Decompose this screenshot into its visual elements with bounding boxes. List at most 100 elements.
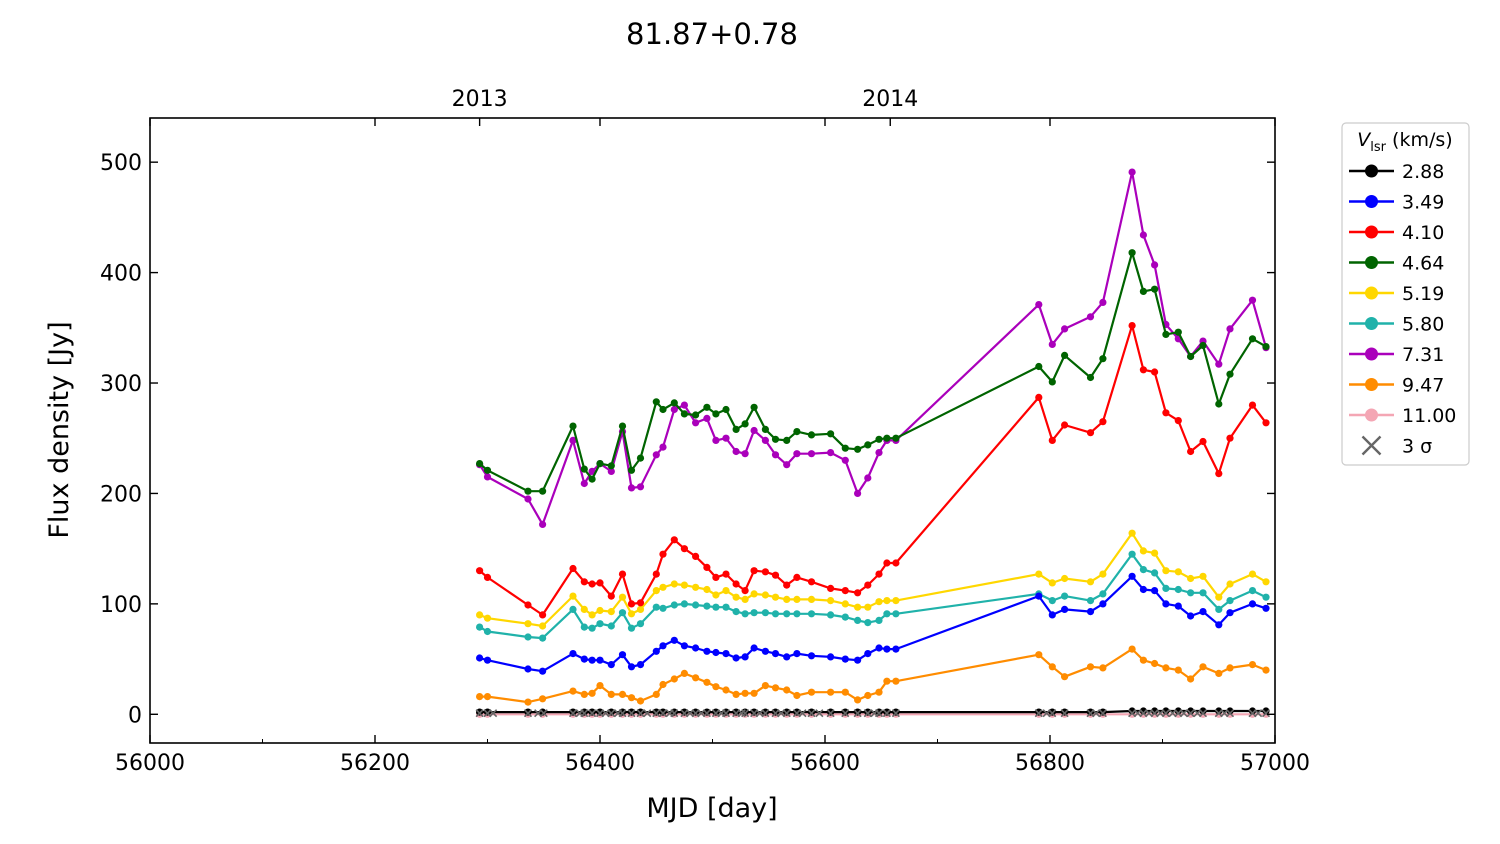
y-tick-label: 0 bbox=[128, 703, 142, 728]
legend-marker bbox=[1365, 286, 1378, 300]
series-5.19 bbox=[476, 529, 1270, 630]
legend-label: 11.00 bbox=[1402, 405, 1456, 427]
data-point bbox=[539, 487, 547, 495]
sigma-marker bbox=[588, 709, 597, 718]
data-point bbox=[652, 603, 660, 611]
data-point bbox=[539, 611, 547, 619]
data-point bbox=[1099, 418, 1107, 426]
data-point bbox=[1048, 611, 1056, 619]
data-point bbox=[607, 690, 615, 699]
data-point bbox=[883, 610, 891, 618]
data-point bbox=[771, 684, 780, 692]
data-point bbox=[627, 663, 636, 671]
data-point bbox=[864, 650, 872, 658]
data-point bbox=[1248, 570, 1257, 578]
series-7.31 bbox=[476, 168, 1270, 529]
data-point bbox=[741, 595, 749, 604]
sigma-marker bbox=[652, 709, 661, 718]
data-point bbox=[854, 656, 862, 664]
data-point bbox=[1128, 529, 1136, 537]
data-point bbox=[771, 650, 780, 658]
data-point bbox=[761, 591, 770, 599]
data-point bbox=[1174, 666, 1182, 674]
sigma-marker bbox=[618, 709, 627, 718]
legend-title: Vlsr (km/s) bbox=[1357, 129, 1452, 155]
data-point bbox=[618, 609, 627, 617]
data-point bbox=[892, 610, 900, 618]
data-point bbox=[1099, 298, 1107, 306]
data-point bbox=[618, 651, 627, 659]
data-point bbox=[807, 578, 816, 586]
sigma-marker bbox=[741, 709, 750, 718]
data-point bbox=[783, 436, 791, 444]
data-point bbox=[1061, 351, 1069, 359]
data-point bbox=[807, 688, 816, 696]
data-point bbox=[670, 405, 678, 414]
data-point bbox=[841, 444, 849, 452]
data-point bbox=[741, 420, 749, 428]
legend-marker bbox=[1365, 317, 1378, 330]
data-point bbox=[1061, 592, 1069, 600]
data-point bbox=[692, 644, 700, 652]
data-point bbox=[1151, 285, 1159, 293]
data-point bbox=[596, 579, 604, 587]
legend-label: 3 σ bbox=[1402, 436, 1432, 458]
data-point bbox=[1099, 600, 1107, 608]
data-point bbox=[732, 608, 740, 616]
data-point bbox=[741, 610, 749, 618]
legend-label: 7.31 bbox=[1402, 344, 1444, 366]
year-tick-label: 2014 bbox=[862, 87, 918, 112]
data-point bbox=[476, 567, 484, 575]
sigma-marker bbox=[1092, 709, 1101, 718]
data-point bbox=[659, 604, 667, 612]
data-point bbox=[750, 609, 758, 617]
data-point bbox=[652, 570, 660, 578]
sigma-marker bbox=[670, 709, 679, 718]
data-point bbox=[670, 399, 678, 407]
series-line bbox=[478, 171, 1268, 526]
data-point bbox=[883, 434, 891, 442]
data-point bbox=[1086, 429, 1095, 437]
data-point bbox=[703, 414, 711, 422]
data-point bbox=[793, 691, 801, 700]
data-point bbox=[793, 428, 801, 436]
data-point bbox=[807, 595, 816, 604]
x-tick-label: 57000 bbox=[1240, 751, 1310, 776]
data-point bbox=[712, 436, 720, 444]
data-point bbox=[636, 661, 645, 669]
data-point bbox=[607, 608, 615, 616]
data-point bbox=[652, 398, 660, 406]
data-point bbox=[1262, 578, 1270, 586]
y-tick-label: 100 bbox=[100, 593, 142, 618]
data-point bbox=[883, 559, 891, 567]
data-point bbox=[1099, 590, 1107, 598]
data-point bbox=[692, 674, 700, 682]
legend-title-v: V bbox=[1357, 129, 1372, 151]
data-point bbox=[524, 698, 532, 706]
legend-marker bbox=[1365, 195, 1378, 208]
data-point bbox=[875, 644, 883, 652]
series-5.80 bbox=[476, 550, 1270, 642]
data-point bbox=[580, 690, 588, 699]
data-point bbox=[627, 484, 636, 492]
data-point bbox=[1151, 707, 1159, 715]
data-point bbox=[841, 613, 849, 621]
sigma-marker bbox=[863, 709, 872, 718]
data-point bbox=[588, 475, 596, 483]
data-point bbox=[1226, 434, 1234, 442]
data-point bbox=[1262, 593, 1270, 601]
data-point bbox=[1139, 585, 1147, 594]
data-point bbox=[636, 605, 645, 614]
data-point bbox=[1035, 393, 1043, 401]
data-point bbox=[1086, 313, 1095, 321]
legend-marker bbox=[1365, 256, 1378, 269]
data-point bbox=[627, 624, 636, 632]
data-point bbox=[680, 401, 689, 409]
sigma-marker bbox=[1048, 709, 1057, 718]
data-point bbox=[712, 603, 720, 611]
data-point bbox=[1199, 663, 1207, 671]
y-axis: 0 100 200 300 400 500 bbox=[100, 151, 1275, 728]
data-point bbox=[703, 403, 711, 411]
data-point bbox=[1226, 609, 1234, 617]
data-point bbox=[1035, 651, 1043, 659]
